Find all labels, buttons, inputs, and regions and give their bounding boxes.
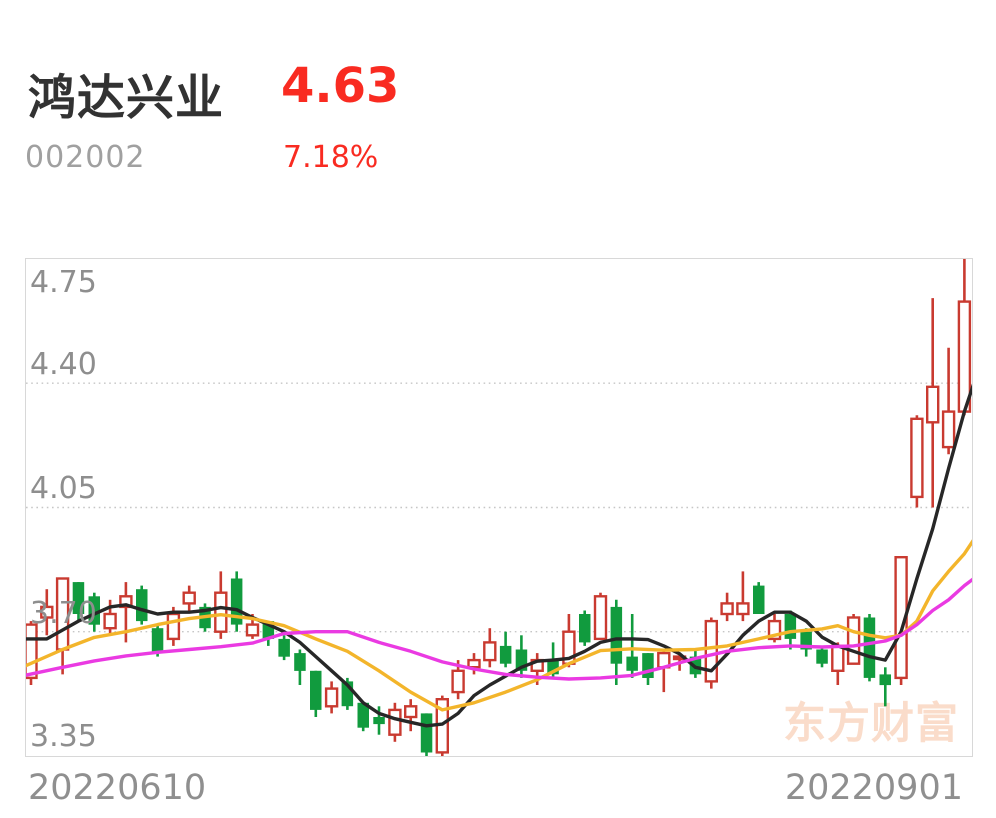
candle-body-up — [846, 616, 861, 665]
x-axis-label-end: 20220901 — [784, 768, 963, 808]
stock-change-percent: 7.18% — [283, 140, 379, 175]
candle-body-up — [483, 641, 497, 662]
candle-body-up — [593, 595, 608, 641]
candle-body-up — [831, 644, 845, 672]
candle-body-down — [262, 621, 275, 639]
candle-body-up — [40, 605, 54, 619]
watermark: 东方财富 — [783, 699, 959, 749]
candle-body-up — [910, 417, 924, 499]
candle-body-down — [88, 596, 100, 625]
candle-body-up — [324, 687, 339, 708]
x-axis-label-start: 20220610 — [28, 768, 207, 808]
ma-line-magenta — [26, 577, 972, 681]
candle-body-down — [373, 717, 385, 725]
candle-body-up — [767, 619, 782, 641]
candle-body-up — [103, 612, 117, 630]
candle-body-down — [420, 713, 433, 753]
candle-body-up — [26, 623, 38, 680]
candle-body-up — [214, 591, 228, 633]
candle-body-up — [245, 623, 260, 637]
candlestick-chart[interactable]: 东方财富 — [26, 259, 972, 756]
candle-body-down — [879, 674, 891, 686]
candle-body-down — [136, 589, 148, 622]
candle-body-down — [230, 578, 243, 625]
candle-body-down — [278, 638, 290, 657]
candle-body-down — [499, 645, 512, 664]
candle-body-down — [642, 653, 654, 678]
stock-price: 4.63 — [281, 58, 400, 114]
candle-body-up — [467, 658, 481, 669]
candle-body-down — [579, 614, 591, 643]
candle-body-down — [784, 614, 797, 639]
candle-body-up — [720, 602, 734, 616]
candle-body-down — [610, 606, 623, 664]
candle-body-up — [926, 385, 940, 424]
candle-body-down — [357, 702, 369, 728]
candle-body-up — [55, 577, 70, 651]
candle-body-up — [182, 591, 196, 605]
candle-body-up — [941, 410, 956, 449]
candle-body-up — [736, 602, 750, 616]
candle-body-down — [151, 628, 164, 653]
candle-body-up — [704, 619, 718, 683]
stock-name: 鸿达兴业 — [28, 70, 225, 126]
candle-body-down — [294, 653, 306, 671]
candle-body-down — [72, 582, 85, 614]
candle-body-up — [388, 708, 402, 736]
candle-body-up — [451, 669, 465, 694]
candle-body-down — [816, 649, 828, 664]
candle-body-down — [863, 617, 876, 678]
candle-body-down — [547, 660, 559, 675]
candle-body-down — [626, 656, 638, 671]
candle-body-down — [800, 631, 812, 650]
ma-line-yellow — [26, 539, 972, 712]
candle-body-down — [310, 670, 322, 710]
candle-body-down — [753, 585, 765, 614]
candle-body-up — [119, 595, 133, 609]
candle-body-up — [404, 705, 418, 719]
candle-body-up — [166, 612, 181, 641]
candle-body-down — [341, 681, 354, 707]
stock-code: 002002 — [25, 140, 146, 175]
candle-body-down — [515, 649, 528, 671]
kline-chart-area[interactable]: 4.75 4.40 4.05 3.70 3.35 东方财富 — [25, 258, 973, 757]
ma-line-black — [26, 383, 972, 728]
